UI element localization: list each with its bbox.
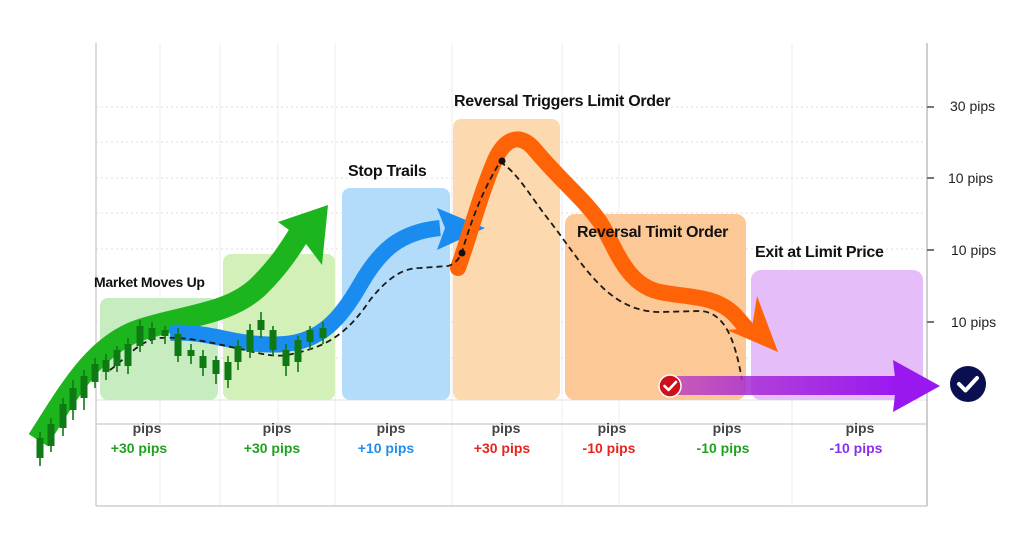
pips-value: +30 pips xyxy=(473,440,531,456)
phase-title-reversal-timit: Reversal Timit Order xyxy=(577,224,729,241)
phase-title-market-moves-up: Market Moves Up xyxy=(94,274,205,290)
phase-box-exit-at-limit xyxy=(751,270,923,400)
phase-title-reversal-triggers: Reversal Triggers Limit Order xyxy=(454,93,671,110)
pips-caption: pips xyxy=(597,420,627,436)
phase-box-reversal-timit xyxy=(565,214,746,400)
pips-value: +30 pips xyxy=(243,440,301,456)
pips-value: +30 pips xyxy=(110,440,168,456)
pips-caption: pips xyxy=(712,420,742,436)
reversal-arrow xyxy=(450,131,778,352)
exit-complete-check-icon xyxy=(950,366,986,402)
stop-trail-arrow xyxy=(169,208,485,353)
pips-value: -10 pips xyxy=(582,440,636,456)
pips-caption: pips xyxy=(845,420,875,436)
limit-triggered-check-icon xyxy=(658,374,682,398)
pips-caption: pips xyxy=(376,420,406,436)
y-axis-tick-label: 30 pips xyxy=(950,98,996,114)
price-candlesticks xyxy=(36,312,327,466)
pips-value: -10 pips xyxy=(696,440,750,456)
pips-value: -10 pips xyxy=(829,440,883,456)
y-axis-tick-label: 10 pips xyxy=(951,314,997,330)
exit-arrow xyxy=(675,360,940,412)
trailing-stop-line xyxy=(109,157,743,381)
phase-title-stop-trails: Stop Trails xyxy=(348,163,427,180)
y-axis-tick-label: 10 pips xyxy=(948,170,994,186)
pips-caption: pips xyxy=(262,420,292,436)
phase-title-exit-at-limit: Exit at Limit Price xyxy=(755,244,884,261)
pips-caption: pips xyxy=(132,420,162,436)
phase-box-stop-trails xyxy=(342,188,450,400)
market-up-arrow xyxy=(28,205,328,446)
pips-caption: pips xyxy=(491,420,521,436)
pips-value: +10 pips xyxy=(357,440,415,456)
y-axis-tick-label: 10 pips xyxy=(951,242,997,258)
